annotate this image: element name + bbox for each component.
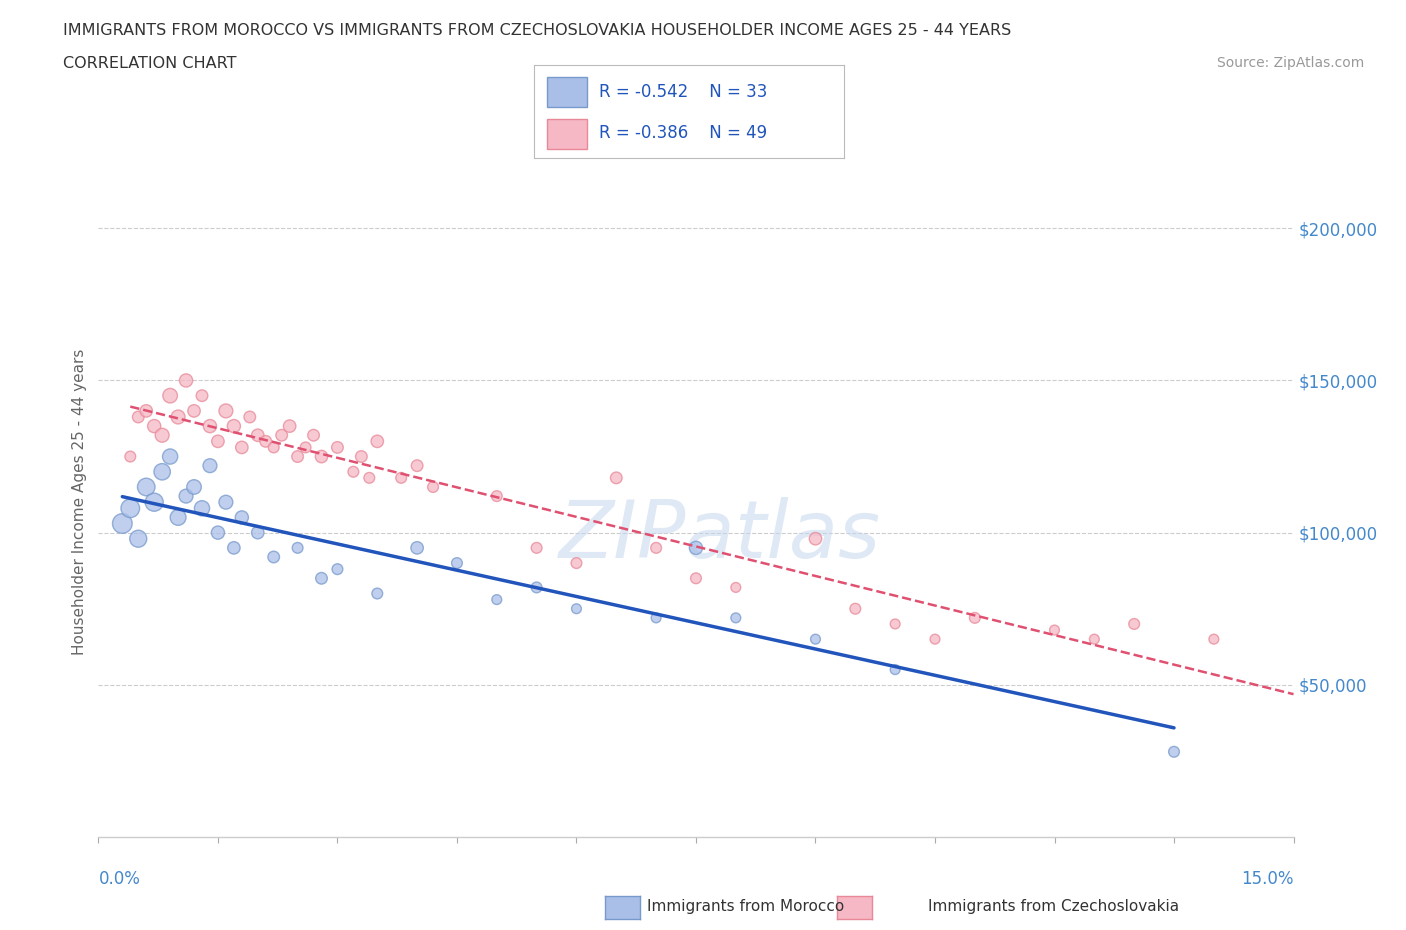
Point (135, 404, 157, 418)
Point (127, 531, 149, 546)
Point (174, 373, 197, 388)
Point (389, 471, 412, 485)
Point (844, 602, 866, 617)
Point (263, 550, 285, 565)
Point (302, 428, 325, 443)
Point (884, 617, 907, 631)
Point (1163, 744, 1185, 759)
Point (183, 480, 205, 495)
Point (174, 488, 197, 503)
Point (150, 428, 173, 443)
Point (143, 418, 166, 433)
Point (565, 555, 588, 570)
Point (804, 631, 827, 646)
Point (485, 488, 508, 503)
Point (446, 555, 468, 570)
Point (183, 404, 205, 418)
Point (246, 428, 269, 443)
Text: 15.0%: 15.0% (1241, 870, 1294, 888)
Point (366, 586, 388, 601)
Point (120, 449, 142, 464)
Text: R = -0.542    N = 33: R = -0.542 N = 33 (599, 83, 768, 100)
Point (150, 464, 173, 479)
Point (685, 571, 707, 586)
Point (924, 631, 946, 646)
Point (565, 602, 588, 617)
Point (294, 440, 316, 455)
Point (127, 409, 149, 424)
Point (254, 434, 277, 449)
Point (884, 662, 907, 677)
Point (198, 458, 221, 473)
Point (406, 540, 429, 555)
Point (1123, 617, 1146, 631)
Point (1083, 631, 1105, 646)
Point (222, 418, 245, 433)
Point (724, 610, 747, 625)
Point (963, 610, 986, 625)
Point (159, 388, 181, 403)
Point (135, 480, 157, 495)
Point (526, 540, 548, 555)
Point (191, 388, 214, 403)
Point (1202, 631, 1225, 646)
Point (222, 540, 245, 555)
Point (645, 610, 668, 625)
Point (311, 449, 333, 464)
Point (645, 540, 668, 555)
Point (366, 434, 388, 449)
Point (246, 525, 269, 540)
Point (278, 418, 301, 433)
Point (311, 571, 333, 586)
Point (804, 531, 827, 546)
Text: R = -0.386    N = 49: R = -0.386 N = 49 (599, 124, 768, 141)
Point (1043, 622, 1066, 637)
Point (287, 540, 309, 555)
Point (685, 540, 707, 555)
Point (231, 510, 253, 525)
Point (342, 464, 364, 479)
Point (231, 440, 253, 455)
Point (287, 449, 309, 464)
Point (198, 418, 221, 433)
Point (167, 510, 190, 525)
Point (406, 458, 429, 473)
Point (526, 580, 548, 595)
Point (263, 440, 285, 455)
Bar (547, 119, 586, 149)
Point (207, 434, 229, 449)
Point (605, 471, 627, 485)
Point (350, 449, 373, 464)
Text: Immigrants from Czechoslovakia: Immigrants from Czechoslovakia (928, 899, 1180, 914)
Point (159, 449, 181, 464)
Point (215, 404, 238, 418)
Point (167, 409, 190, 424)
Point (239, 409, 262, 424)
Bar (547, 77, 586, 107)
Point (359, 471, 381, 485)
Point (120, 501, 142, 516)
Text: CORRELATION CHART: CORRELATION CHART (63, 56, 236, 71)
Point (111, 516, 134, 531)
Y-axis label: Householder Income Ages 25 - 44 years: Householder Income Ages 25 - 44 years (72, 349, 87, 656)
Text: Source: ZipAtlas.com: Source: ZipAtlas.com (1216, 56, 1364, 70)
Point (485, 592, 508, 607)
Point (724, 580, 747, 595)
Point (191, 501, 214, 516)
Text: 0.0%: 0.0% (98, 870, 141, 888)
Point (326, 562, 349, 577)
Point (143, 495, 166, 510)
Text: IMMIGRANTS FROM MOROCCO VS IMMIGRANTS FROM CZECHOSLOVAKIA HOUSEHOLDER INCOME AGE: IMMIGRANTS FROM MOROCCO VS IMMIGRANTS FR… (63, 23, 1011, 38)
Point (270, 428, 292, 443)
Point (207, 525, 229, 540)
Text: Immigrants from Morocco: Immigrants from Morocco (647, 899, 844, 914)
Point (422, 480, 444, 495)
Text: ZIPatlas: ZIPatlas (558, 497, 882, 575)
Point (326, 440, 349, 455)
Point (215, 495, 238, 510)
